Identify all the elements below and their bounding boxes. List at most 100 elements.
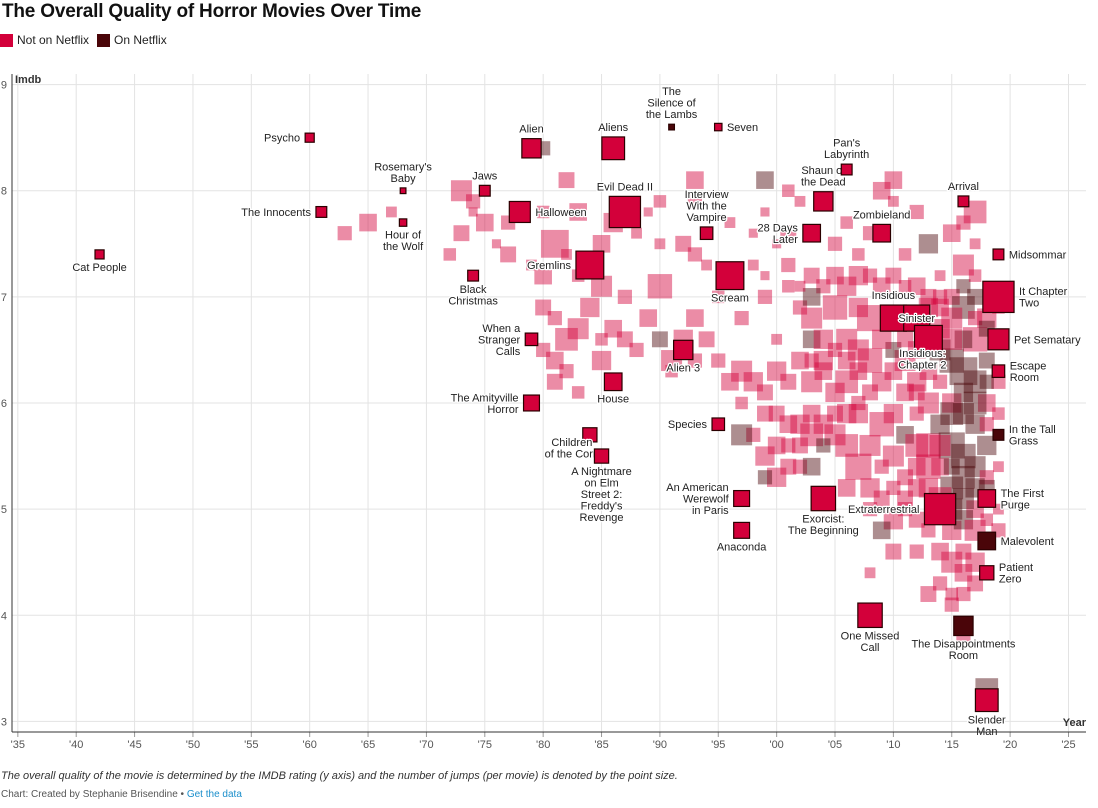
point-label-line: Alien [519, 124, 543, 136]
data-point [794, 195, 806, 207]
y-tick-label: 4 [1, 610, 7, 622]
data-point [942, 224, 961, 242]
point-label-line: the Dead [801, 177, 846, 189]
point-label: Exorcist: The Beginning [788, 514, 859, 538]
point-label-line: Gremlins [527, 260, 572, 272]
point-label-line: Call [861, 642, 880, 654]
data-point [952, 465, 975, 489]
data-point [500, 246, 517, 263]
data-point [944, 597, 959, 612]
point-label-line: The Beginning [788, 525, 859, 537]
data-point [686, 309, 704, 327]
data-point [954, 330, 973, 349]
data-point [934, 270, 946, 282]
x-tick-label: '20 [1003, 739, 1017, 751]
data-point [802, 330, 821, 349]
data-point [907, 372, 927, 392]
point-label-line: A Nightmare [571, 466, 632, 478]
point-label-line: The Amityville [451, 392, 519, 404]
point-label-line: Vampire [687, 212, 727, 224]
legend-item-not-on-netflix[interactable]: Not on Netflix [0, 33, 89, 47]
labeled-point [913, 324, 943, 354]
point-label: Scream [711, 293, 749, 305]
point-label-line: Stranger [478, 334, 521, 346]
labeled-point [524, 332, 539, 347]
data-point [731, 360, 753, 382]
x-tick-label: '65 [361, 739, 375, 751]
point-label: Interview With the Vampire [685, 189, 729, 224]
point-label-line: Malevolent [1001, 536, 1054, 548]
data-point [931, 542, 949, 561]
labeled-point [977, 531, 997, 551]
labeled-point [974, 688, 999, 713]
data-point [918, 234, 939, 254]
data-point [979, 470, 994, 485]
data-point [884, 362, 903, 380]
y-tick-label: 7 [1, 292, 7, 304]
data-point [873, 490, 890, 507]
data-point [963, 370, 987, 394]
point-label-line: Christmas [448, 296, 498, 308]
data-point [977, 308, 997, 328]
data-point [883, 510, 904, 530]
legend-swatch-on-netflix [97, 33, 111, 47]
point-label-line: Room [949, 650, 978, 662]
chart-credit: Chart: Created by Stephanie Brisendine •… [1, 789, 242, 800]
data-point [977, 394, 996, 412]
legend-item-on-netflix[interactable]: On Netflix [97, 33, 167, 47]
data-point [919, 362, 938, 380]
point-label: 28 Days Later [758, 222, 799, 246]
data-point [872, 181, 891, 200]
data-point [801, 307, 823, 329]
data-point [616, 331, 633, 348]
data-point [964, 456, 986, 478]
data-point [816, 279, 831, 294]
data-point [591, 350, 612, 371]
data-point [535, 299, 552, 316]
data-point [604, 319, 623, 338]
data-point [813, 414, 833, 434]
labeled-point [399, 187, 407, 195]
point-label: Psycho [264, 133, 300, 145]
labeled-point [979, 565, 995, 581]
data-point [991, 374, 1006, 389]
data-point [450, 180, 472, 202]
labeled-point [508, 200, 531, 224]
data-point [941, 551, 963, 573]
legend-label-not-on-netflix: Not on Netflix [17, 33, 90, 47]
data-point [952, 488, 974, 510]
point-label-line: With the [686, 200, 726, 212]
point-label-line: Grass [1009, 436, 1039, 448]
data-point [992, 407, 1005, 420]
data-point [967, 310, 983, 326]
point-label-line: Sinister [898, 313, 935, 325]
point-label: One Missed Call [841, 630, 900, 654]
data-point [617, 289, 632, 304]
get-the-data-link[interactable]: Get the data [186, 789, 242, 800]
x-tick-label: '75 [478, 739, 492, 751]
x-tick-label: '15 [945, 739, 959, 751]
point-label-line: It Chapter [1019, 286, 1068, 298]
data-point [792, 300, 808, 315]
point-label-line: Anaconda [717, 541, 767, 553]
data-point [780, 373, 797, 390]
data-point [757, 470, 773, 485]
labeled-point [521, 138, 542, 159]
data-point [734, 310, 749, 326]
data-point [766, 467, 787, 487]
point-label-line: In the Tall [1009, 424, 1056, 436]
data-point [862, 268, 878, 283]
x-tick-label: '45 [127, 739, 141, 751]
data-point [897, 469, 914, 486]
legend-swatch-not-on-netflix [0, 33, 13, 47]
point-label-line: Aliens [598, 122, 628, 134]
point-label-line: Species [668, 419, 708, 431]
y-tick-label: 6 [1, 398, 7, 410]
labeled-point [715, 261, 745, 291]
data-point [885, 341, 902, 358]
labeled-point [813, 191, 834, 212]
data-point [687, 247, 703, 262]
point-label-line: of the Corn [545, 448, 599, 460]
point-label-line: in Paris [692, 505, 729, 517]
